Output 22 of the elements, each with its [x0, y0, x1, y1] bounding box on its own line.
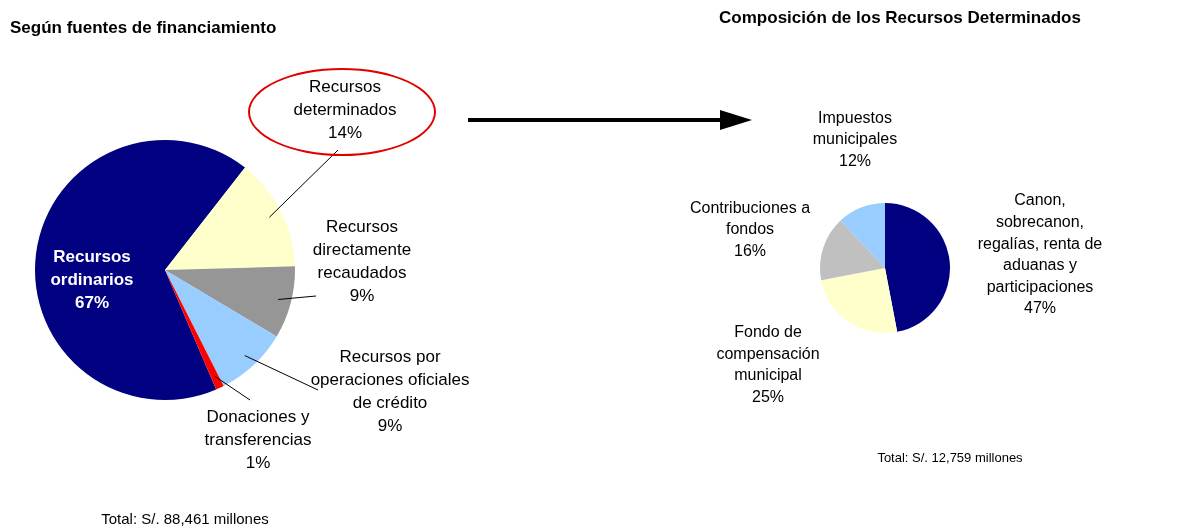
chart-title: Composición de los Recursos Determinados	[718, 8, 1082, 28]
data-label: 9%	[349, 286, 375, 306]
slice-label: Impuestos municipales	[812, 108, 898, 148]
slice-label: Canon, sobrecanon, regalías, renta de aduanas y participaciones	[977, 191, 1103, 295]
slice-label: Donaciones y transferencias	[204, 406, 312, 449]
slice-label: Fondo de compensación municipal	[716, 323, 820, 384]
slice-label: Recursos determinados	[293, 76, 397, 119]
data-label: 16%	[733, 242, 767, 260]
data-label: 14%	[327, 122, 363, 142]
data-label: 47%	[1023, 299, 1057, 317]
slice-label: Recursos por operaciones oficiales de crédito	[310, 347, 470, 413]
text: Total: S/. 12,759 millones	[877, 449, 1024, 465]
data-label: 9%	[377, 416, 403, 436]
text: Total: S/. 88,461 millones	[101, 510, 269, 528]
slice-label: Recursos ordinarios	[50, 246, 134, 289]
data-label: 67%	[74, 292, 110, 312]
data-label: 12%	[838, 152, 872, 170]
slice-label: Contribuciones a fondos	[689, 198, 811, 238]
data-label: 1%	[245, 452, 271, 472]
data-label: 25%	[751, 387, 785, 405]
chart-title: Según fuentes de financiamiento	[10, 18, 277, 38]
slice-label: Recursos directamente recaudados	[312, 217, 412, 283]
